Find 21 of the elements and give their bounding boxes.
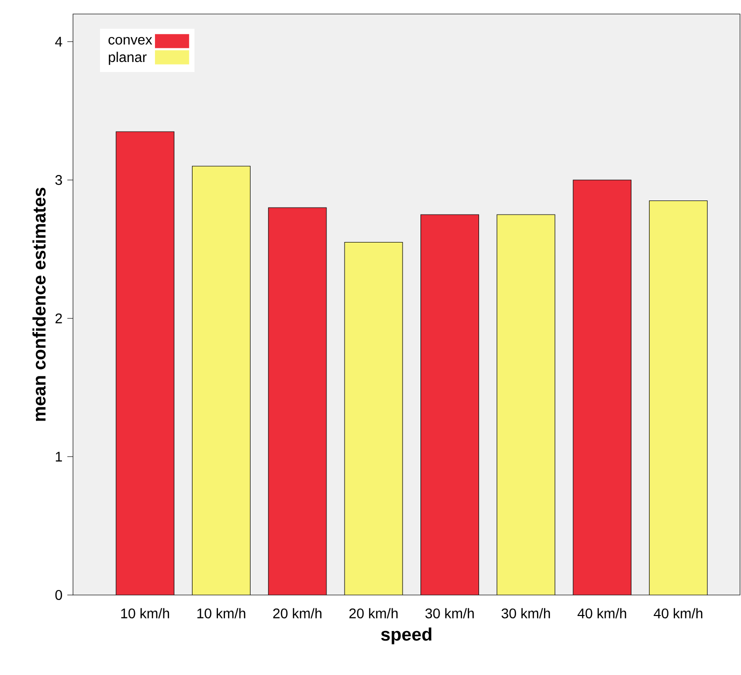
y-axis-title: mean confidence estimates [32,188,46,421]
x-tick-label: 20 km/h [273,608,322,618]
x-tick-label: 30 km/h [502,608,550,618]
legend-label: convex [108,36,152,45]
y-tick-label: 0 [55,590,62,600]
bar [649,200,708,596]
legend-label: planar [108,52,147,65]
y-tick-label: 4 [55,36,62,46]
y-tick-label: 1 [56,452,62,462]
x-axis-title: speed [381,628,432,644]
x-tick-label: 40 km/h [578,608,626,618]
x-tick-label: 30 km/h [425,608,474,618]
x-tick-label: 20 km/h [349,608,398,618]
bar [192,166,251,596]
y-tick-label: 3 [55,175,62,185]
x-tick-label: 40 km/h [654,608,702,618]
y-tick-label: 2 [56,313,62,324]
bar [344,242,403,596]
x-tick-label: 10 km/h [197,608,246,618]
x-tick-label: 10 km/h [121,608,170,618]
bar [496,214,556,596]
